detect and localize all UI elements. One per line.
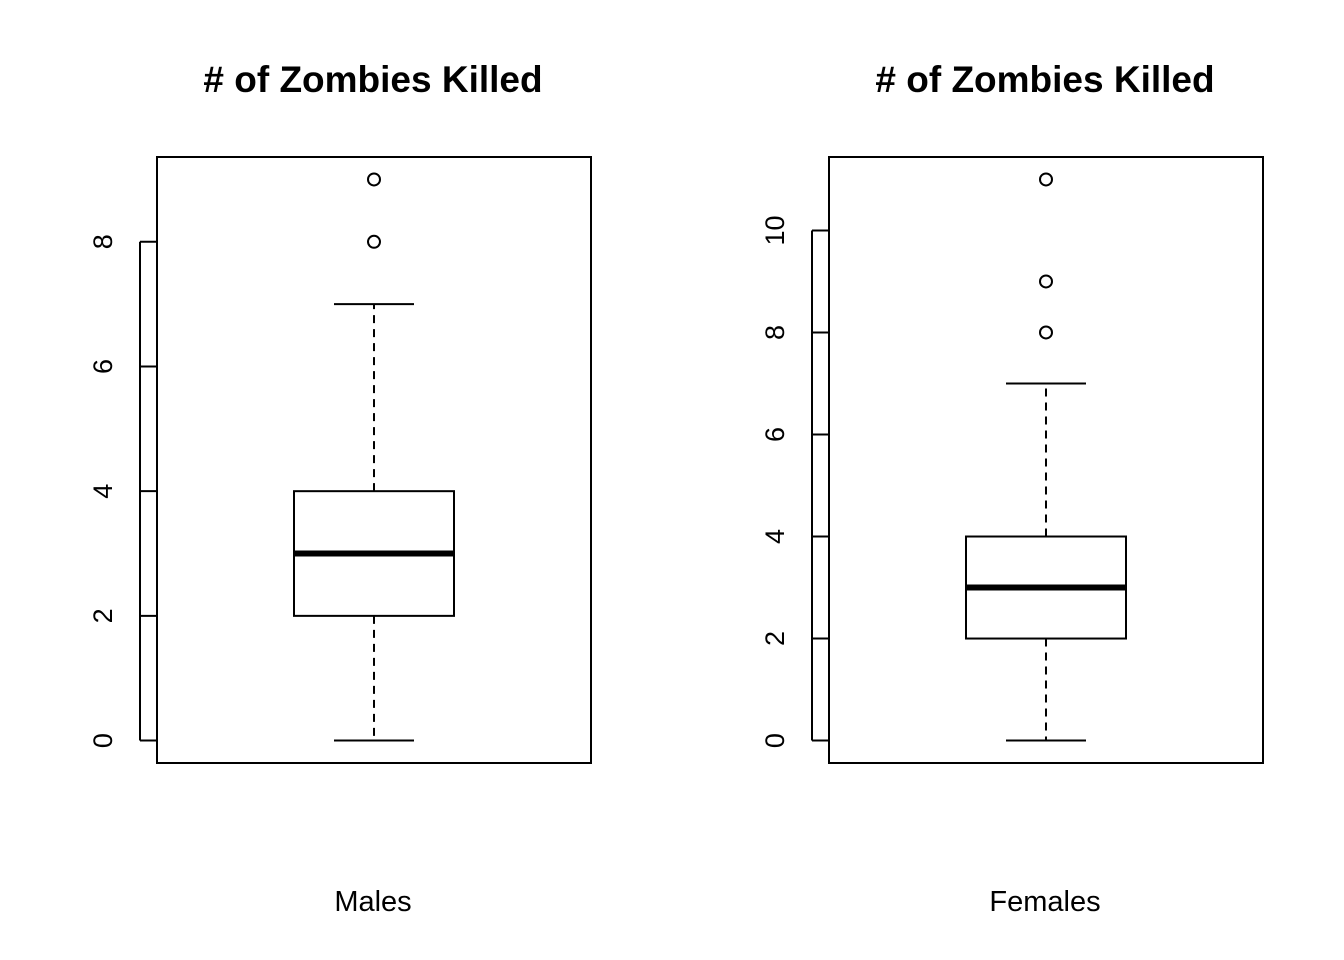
y-tick-label: 4 (88, 484, 118, 499)
outlier-point (367, 234, 381, 249)
plot-frame (828, 156, 1264, 764)
chart-title-males: # of Zombies Killed (203, 59, 542, 100)
y-tick-label: 0 (760, 733, 790, 748)
y-tick-label: 2 (88, 608, 118, 623)
panel-females: # of Zombies Killed Females 0 2 4 6 8 10 (760, 59, 1264, 918)
plot-frame (156, 156, 592, 764)
y-tick-label: 8 (760, 325, 790, 340)
outlier-point (367, 172, 381, 187)
outlier-point (1039, 274, 1053, 289)
x-axis-label-females: Females (989, 886, 1100, 918)
y-tick-label: 8 (88, 234, 118, 249)
y-tick-label: 6 (88, 359, 118, 374)
y-tick-label: 0 (88, 733, 118, 748)
plot-area-males: 0 2 4 6 8 (88, 156, 592, 764)
outlier-point (1039, 172, 1053, 187)
y-tick-label: 2 (760, 631, 790, 646)
y-tick-label: 4 (760, 529, 790, 544)
y-tick-label: 10 (760, 215, 790, 245)
y-tick-label: 6 (760, 427, 790, 442)
x-axis-label-males: Males (334, 886, 411, 918)
outlier-point (1039, 325, 1053, 340)
panel-males: # of Zombies Killed Males 0 2 4 6 8 (88, 59, 592, 918)
chart-title-females: # of Zombies Killed (875, 59, 1214, 100)
plot-area-females: 0 2 4 6 8 10 (760, 156, 1264, 764)
